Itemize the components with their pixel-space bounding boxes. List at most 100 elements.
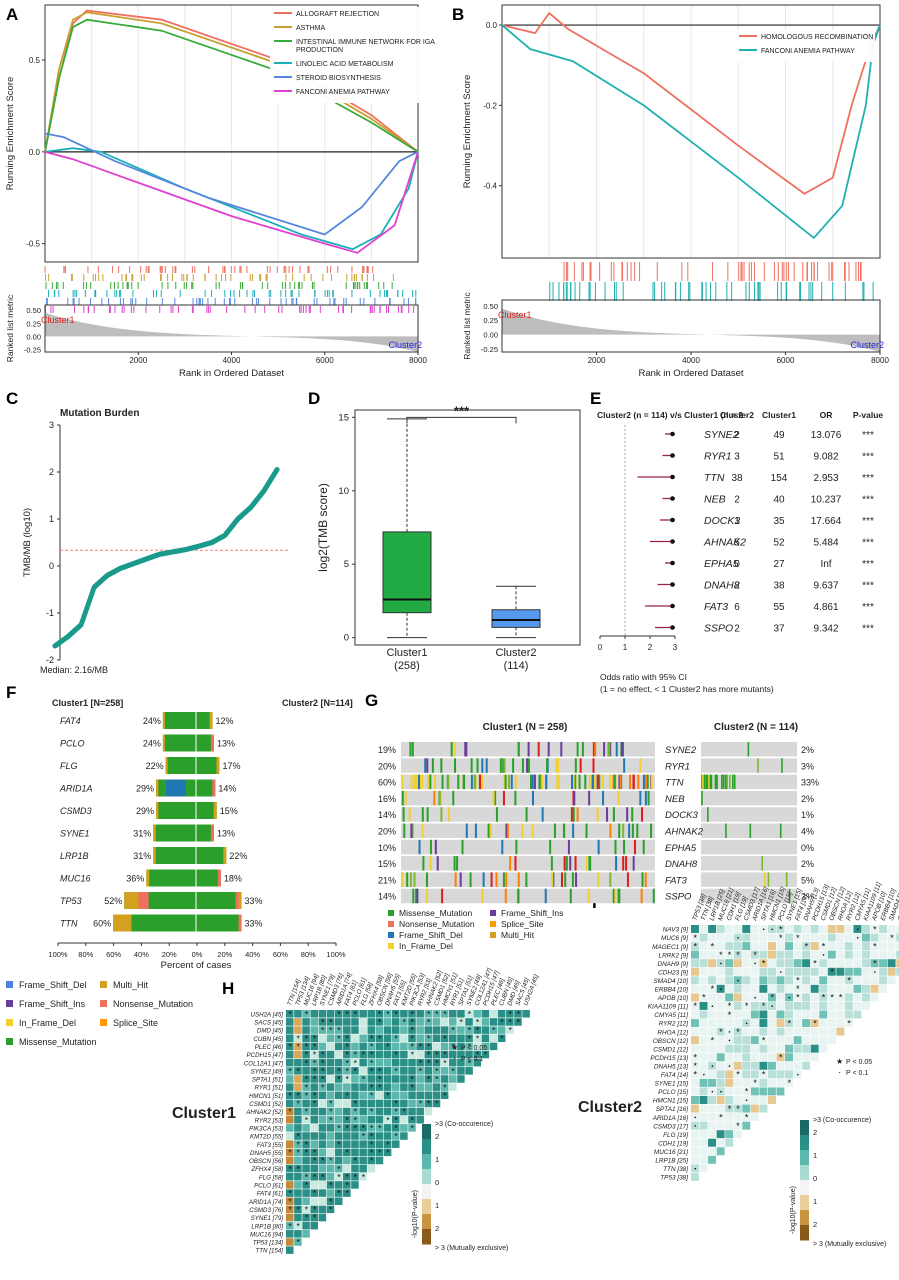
legend-label-cont: PRODUCTION <box>296 47 343 54</box>
heat-cell <box>351 1173 359 1181</box>
heat-cell <box>375 1010 384 1018</box>
heat-cell <box>708 1121 717 1130</box>
heat-cell <box>708 1096 717 1104</box>
heat-cell <box>302 1156 310 1165</box>
mutation-cell <box>470 758 473 773</box>
heat-cell <box>896 942 899 951</box>
row-label: SYNE1 [79] <box>251 1215 284 1222</box>
heat-cell <box>887 950 896 959</box>
row-label: TP53 [38] <box>660 1175 688 1182</box>
row-label: RYR2 [12] <box>659 1021 688 1028</box>
sig-star: * <box>796 933 800 943</box>
heat-cell <box>733 1070 742 1079</box>
mutation-cell <box>525 872 528 887</box>
sig-star: * <box>711 941 715 951</box>
heat-cell <box>310 1132 318 1140</box>
heat-cell <box>802 1053 811 1062</box>
row-bg-left <box>401 888 655 904</box>
heat-cell <box>844 1019 853 1027</box>
heat-cell <box>432 1034 441 1042</box>
heat-cell <box>691 950 699 959</box>
mutation-cell <box>639 790 642 806</box>
heat-cell <box>465 1026 473 1034</box>
x-tick-label: 8000 <box>871 356 889 365</box>
mutation-cell <box>572 774 575 790</box>
mutation-cell <box>781 758 783 773</box>
sig-star: * <box>345 1115 349 1125</box>
heat-cell <box>810 959 819 968</box>
sig-star: * <box>411 1123 415 1133</box>
heat-cell <box>416 1083 424 1091</box>
cluster1-count: 37 <box>773 624 785 635</box>
mutation-cell <box>447 774 450 790</box>
row-label: SPTA1 [16] <box>656 1106 688 1113</box>
sig-star: * <box>313 1066 317 1076</box>
heat-cell <box>785 933 793 942</box>
heat-cell <box>750 1044 759 1053</box>
sig-star: * <box>762 958 766 968</box>
heat-cell <box>359 1156 367 1165</box>
heat-cell <box>318 1099 327 1108</box>
mutation-cell <box>550 856 553 871</box>
mutation-cell <box>401 790 404 806</box>
legend-label: HOMOLOGOUS RECOMBINATION <box>761 34 873 41</box>
heat-cell <box>827 1027 836 1036</box>
gene-label-neb: NEB <box>665 794 685 805</box>
heat-cell <box>343 1181 351 1189</box>
heat-cell <box>302 1124 310 1132</box>
gene-label-fat3: FAT3 <box>665 875 688 886</box>
heat-cell <box>699 933 708 942</box>
heat-cell <box>383 1115 392 1124</box>
heat-cell <box>359 1026 367 1034</box>
heat-cell <box>481 1050 490 1059</box>
panel-g-letter: G <box>365 691 378 710</box>
sig-star: * <box>305 1139 309 1149</box>
sig-star: * <box>329 1099 333 1109</box>
mutation-cell <box>507 774 510 790</box>
panel-i-cooccurrence: TP53 [38]TTN [38]LRP1B [25]MUC16 [21]CDH… <box>578 881 899 1248</box>
heat-cell <box>449 1010 457 1018</box>
left-percent: 22% <box>146 761 164 771</box>
heat-cell <box>827 1001 836 1010</box>
panel-c-labels: C <box>6 389 18 408</box>
row-label: HMCN1 [15] <box>653 1098 688 1105</box>
mutation-cell <box>725 823 727 838</box>
sig-star: * <box>451 1042 455 1052</box>
bar-right-edge <box>223 847 227 864</box>
heat-cell <box>827 984 836 993</box>
mutation-cell <box>521 758 524 773</box>
sig-star: * <box>313 1213 317 1223</box>
mutation-cell <box>623 839 626 855</box>
cluster1-label: Cluster1 <box>41 315 75 325</box>
heat-cell <box>343 1034 351 1042</box>
mutation-cell <box>645 774 648 790</box>
heat-cell <box>767 950 776 959</box>
plot-border <box>501 4 881 259</box>
sig-dot <box>711 1005 714 1008</box>
sig-star: * <box>329 1156 333 1166</box>
sig-star: * <box>779 933 783 943</box>
heat-cell <box>294 1115 302 1124</box>
gene-label-ttn: TTN <box>704 472 725 484</box>
mutation-cell <box>506 823 509 838</box>
sig-dot <box>788 996 791 999</box>
sig-dot <box>728 1031 731 1033</box>
heat-cell <box>785 984 793 993</box>
sig-star: * <box>468 1025 472 1035</box>
heat-cell <box>759 1087 768 1096</box>
heat-cell <box>827 993 836 1002</box>
mutation-cell <box>622 823 625 838</box>
sig-star: * <box>411 1009 415 1019</box>
heat-cell <box>810 967 819 976</box>
heat-cell <box>759 1027 768 1036</box>
colorbar-segment <box>800 1150 809 1166</box>
heat-cell <box>862 984 870 993</box>
heat-cell <box>802 976 811 985</box>
heat-cell <box>334 1050 343 1059</box>
heat-cell <box>716 1036 725 1045</box>
heat-cell <box>691 1036 699 1045</box>
sig-star: * <box>719 950 723 960</box>
mutation-cell <box>457 774 460 790</box>
plot-border <box>354 409 581 646</box>
